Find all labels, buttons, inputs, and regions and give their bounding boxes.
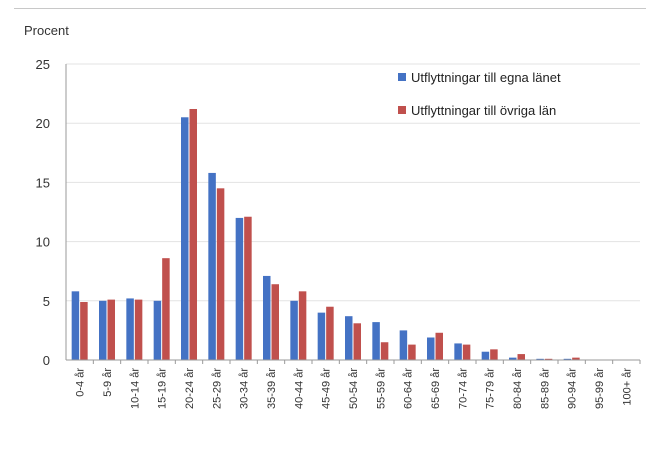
y-tick-label: 15 — [36, 175, 50, 190]
x-tick-label: 0-4 år — [75, 368, 87, 397]
bar-egna-lanet — [481, 351, 490, 360]
bar-egna-lanet — [399, 330, 408, 360]
y-tick-label: 0 — [43, 353, 50, 368]
legend-label: Utflyttningar till övriga län — [411, 103, 556, 118]
bar-egna-lanet — [99, 300, 107, 360]
axes — [65, 64, 641, 364]
bar-ovriga-lan — [380, 342, 389, 360]
y-tick-label: 10 — [36, 235, 50, 250]
grid-lines — [66, 63, 640, 302]
x-tick-label: 5-9 år — [102, 368, 114, 397]
x-tick-label: 55-59 år — [375, 368, 387, 409]
bar-egna-lanet — [427, 337, 435, 360]
x-tick-label: 80-84 år — [512, 368, 524, 409]
x-tick-label: 75-79 år — [485, 368, 497, 409]
x-tick-label: 35-39 år — [266, 368, 278, 409]
bar-egna-lanet — [263, 275, 271, 360]
y-axis-ticks: 0 5 10 15 20 25 — [36, 57, 50, 368]
bar-egna-lanet — [317, 312, 326, 360]
bar-ovriga-lan — [544, 358, 553, 360]
bar-egna-lanet — [153, 300, 162, 360]
bar-egna-lanet — [509, 357, 517, 360]
y-tick-label: 20 — [36, 116, 50, 131]
bar-ovriga-lan — [462, 344, 471, 360]
x-tick-label: 10-14 år — [129, 368, 141, 409]
y-tick-label: 25 — [36, 57, 50, 72]
legend-swatch — [398, 106, 406, 114]
x-axis-ticks: 0-4 år 5-9 år 10-14 år 15-19 år 20-24 år 25-2… — [75, 368, 634, 409]
top-divider-line — [14, 8, 646, 9]
bars — [71, 108, 580, 360]
bar-egna-lanet — [536, 358, 544, 360]
x-tick-label: 95-99 år — [594, 368, 606, 409]
legend-label: Utflyttningar till egna länet — [411, 70, 561, 85]
bar-ovriga-lan — [490, 349, 498, 360]
bar-ovriga-lan — [326, 306, 334, 360]
bar-ovriga-lan — [408, 344, 416, 360]
x-tick-label: 45-49 år — [321, 368, 333, 409]
bar-ovriga-lan — [298, 291, 307, 360]
bar-egna-lanet — [290, 300, 298, 360]
legend-swatch — [398, 73, 406, 81]
bar-egna-lanet — [454, 343, 462, 360]
bar-egna-lanet — [372, 322, 380, 360]
x-tick-label: 60-64 år — [403, 368, 415, 409]
bar-ovriga-lan — [216, 188, 225, 360]
x-tick-label: 20-24 år — [184, 368, 196, 409]
x-tick-label: 15-19 år — [157, 368, 169, 409]
bar-ovriga-lan — [517, 354, 525, 360]
bar-egna-lanet — [235, 217, 244, 360]
bar-egna-lanet — [208, 172, 216, 360]
bar-egna-lanet — [71, 291, 80, 360]
x-tick-label: 40-44 år — [293, 368, 305, 409]
x-tick-label: 30-34 år — [239, 368, 251, 409]
bar-ovriga-lan — [244, 216, 252, 360]
bar-ovriga-lan — [134, 299, 143, 360]
bar-egna-lanet — [345, 316, 353, 360]
x-tick-label: 65-69 år — [430, 368, 442, 409]
bar-egna-lanet — [181, 117, 189, 360]
x-tick-label: 70-74 år — [457, 368, 469, 409]
bar-ovriga-lan — [80, 301, 88, 360]
bar-ovriga-lan — [353, 323, 361, 360]
x-tick-label: 25-29 år — [211, 368, 223, 409]
legend: Utflyttningar till egna länet Utflyttning… — [398, 70, 561, 118]
bar-ovriga-lan — [271, 284, 279, 360]
bar-ovriga-lan — [572, 357, 580, 360]
x-tick-label: 85-89 år — [539, 368, 551, 409]
bar-egna-lanet — [563, 358, 572, 360]
bar-egna-lanet — [126, 298, 134, 360]
bar-ovriga-lan — [107, 299, 115, 360]
bar-ovriga-lan — [435, 332, 443, 360]
x-tick-label: 90-94 år — [567, 368, 579, 409]
y-tick-label: 5 — [43, 294, 50, 309]
x-tick-label: 100+ år — [621, 368, 633, 406]
bar-ovriga-lan — [162, 258, 170, 360]
x-tick-label: 50-54 år — [348, 368, 360, 409]
bar-ovriga-lan — [189, 108, 197, 360]
y-axis-label: Procent — [24, 23, 69, 38]
